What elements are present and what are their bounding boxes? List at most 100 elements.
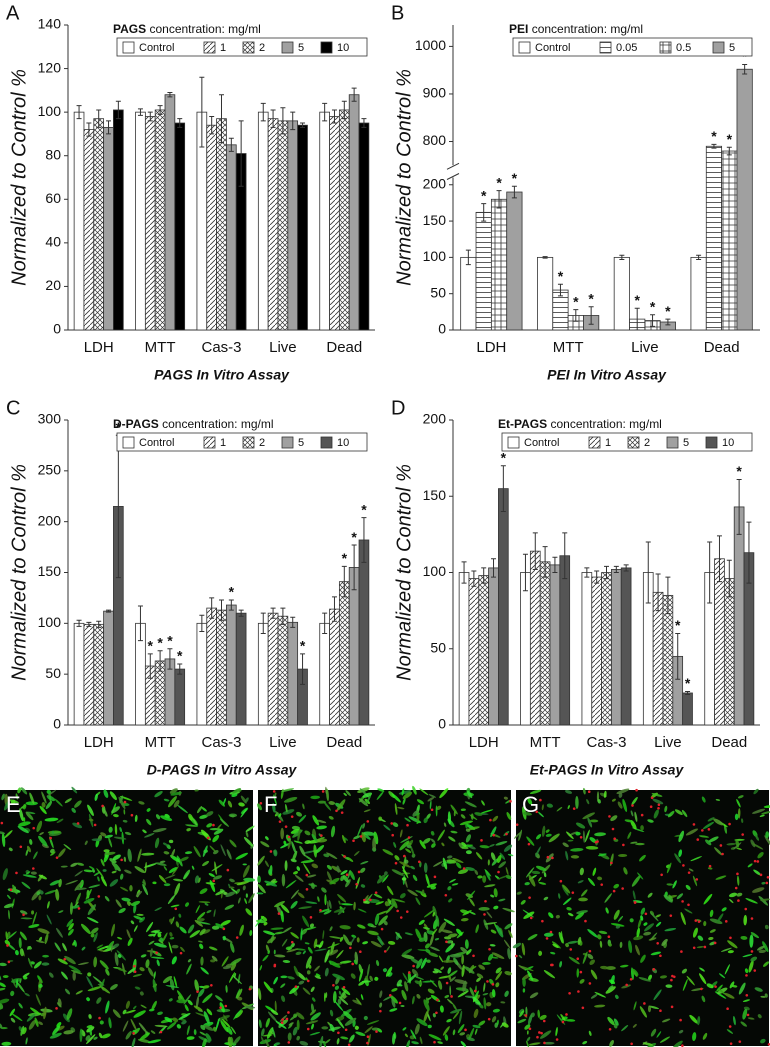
cell [505, 867, 509, 876]
cell [371, 1027, 380, 1031]
cell [25, 849, 29, 856]
cell [659, 1036, 670, 1043]
legend-title-bold: PAGS [113, 22, 146, 36]
cell [120, 886, 129, 892]
error-bar [322, 612, 328, 634]
cell [577, 880, 584, 884]
cell [555, 1027, 558, 1037]
error-bar [465, 249, 471, 266]
bar [206, 607, 217, 726]
cell [367, 930, 379, 936]
cell [205, 811, 214, 817]
cell [338, 996, 349, 1005]
error-bar [219, 94, 224, 144]
dead-cell [306, 1027, 310, 1031]
cell [339, 960, 352, 964]
cell [170, 904, 180, 908]
cell [236, 988, 243, 999]
cell [108, 826, 113, 833]
significance-star: * [665, 303, 671, 319]
cell [96, 997, 102, 1004]
cell [513, 831, 521, 839]
cell [321, 1026, 329, 1030]
cell [393, 842, 397, 848]
cell [763, 805, 770, 808]
cell [448, 898, 453, 903]
cell [755, 834, 760, 841]
cell [143, 833, 155, 838]
cell [163, 798, 170, 802]
cell [112, 854, 121, 861]
cell [452, 857, 464, 863]
cell [452, 1029, 456, 1036]
cell [73, 939, 77, 947]
dead-cell [374, 891, 378, 894]
dead-cell [750, 950, 754, 953]
cell [703, 893, 713, 905]
cell [168, 867, 178, 874]
dead-cell [352, 839, 355, 842]
cell [345, 879, 351, 888]
cell [323, 992, 326, 1002]
cell [77, 962, 89, 966]
cell [678, 849, 683, 858]
bar [358, 539, 370, 726]
cell [609, 1040, 614, 1047]
y-tick-label: 50 [430, 639, 446, 655]
cell [663, 894, 673, 903]
cell [423, 862, 428, 873]
cell [289, 985, 300, 995]
cell [599, 940, 603, 948]
significance-star: * [685, 675, 691, 691]
dead-cell [766, 875, 770, 879]
cell [12, 884, 18, 895]
error-bar [685, 690, 691, 695]
cell [577, 936, 582, 945]
bar [458, 572, 470, 726]
error-bar [96, 620, 102, 628]
cell [448, 836, 456, 842]
cell [584, 829, 590, 843]
cell [455, 862, 462, 869]
cell [305, 955, 312, 969]
cell [516, 891, 522, 895]
cell [150, 956, 165, 959]
cell [594, 832, 606, 837]
cell [363, 831, 376, 836]
cell [575, 796, 579, 809]
dead-cell [579, 970, 583, 974]
x-tick-label: Dead [711, 734, 747, 751]
dead-cell [430, 808, 434, 812]
cell [104, 895, 110, 902]
cell [340, 1036, 349, 1040]
error-bar [562, 532, 568, 580]
cell [399, 829, 403, 838]
cell [30, 871, 37, 875]
error-bar [219, 599, 224, 621]
cell [484, 922, 498, 925]
cell [391, 869, 404, 876]
cell [226, 1026, 233, 1035]
cell [124, 831, 132, 836]
cell [323, 909, 332, 915]
dead-cell [32, 867, 35, 870]
cell [133, 903, 137, 914]
cell [93, 932, 98, 943]
cell [298, 814, 307, 823]
cell [579, 867, 584, 876]
bar [216, 609, 227, 726]
cell [148, 933, 156, 937]
cell [203, 1024, 214, 1031]
dead-cell [555, 1038, 559, 1041]
cell [25, 801, 38, 806]
cell [428, 952, 439, 958]
bar [154, 109, 166, 331]
cell [633, 1001, 637, 1011]
cell [748, 960, 754, 973]
dead-cell [305, 888, 309, 891]
cell [184, 851, 193, 855]
cell [208, 946, 218, 951]
cell [126, 929, 131, 939]
cell [71, 905, 80, 909]
cell [500, 1022, 505, 1028]
